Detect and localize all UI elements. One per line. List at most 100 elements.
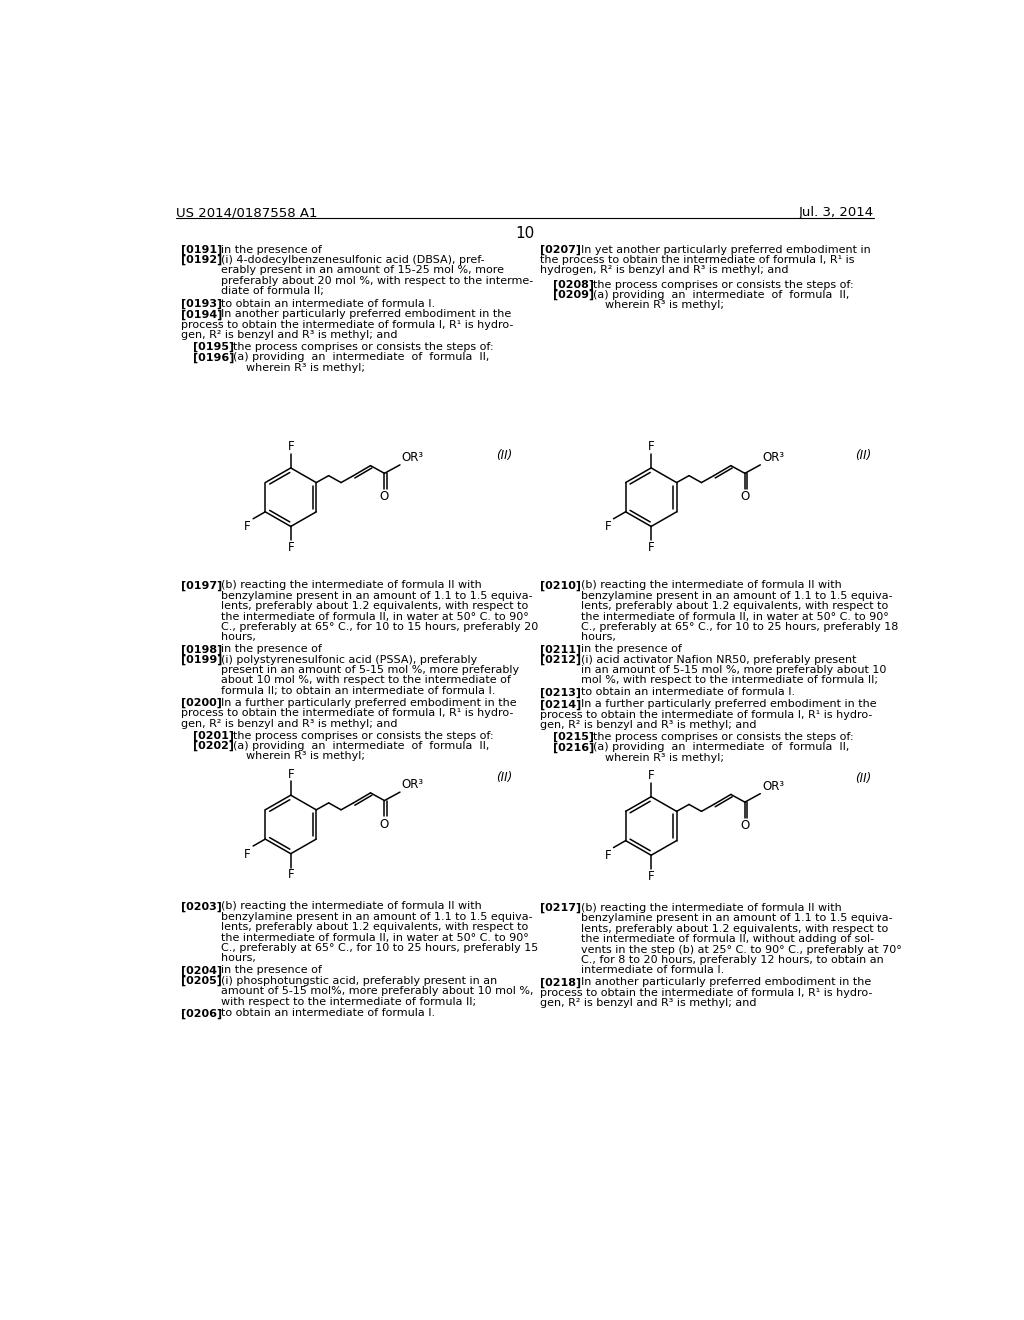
Text: (i) 4-dodecylbenzenesulfonic acid (DBSA), pref-: (i) 4-dodecylbenzenesulfonic acid (DBSA)…	[221, 255, 484, 265]
Text: [0218]: [0218]	[541, 977, 582, 987]
Text: (II): (II)	[855, 772, 871, 785]
Text: (i) polystyrenesulfonic acid (PSSA), preferably: (i) polystyrenesulfonic acid (PSSA), pre…	[221, 655, 477, 665]
Text: (i) phosphotungstic acid, preferably present in an: (i) phosphotungstic acid, preferably pre…	[221, 975, 498, 986]
Text: (b) reacting the intermediate of formula II with: (b) reacting the intermediate of formula…	[221, 902, 481, 911]
Text: [0211]: [0211]	[541, 644, 582, 655]
Text: the intermediate of formula II, in water at 50° C. to 90°: the intermediate of formula II, in water…	[221, 933, 528, 942]
Text: gen, R² is benzyl and R³ is methyl; and: gen, R² is benzyl and R³ is methyl; and	[180, 718, 397, 729]
Text: (i) acid activator Nafion NR50, preferably present: (i) acid activator Nafion NR50, preferab…	[581, 655, 856, 665]
Text: (II): (II)	[855, 449, 871, 462]
Text: vents in the step (b) at 25° C. to 90° C., preferably at 70°: vents in the step (b) at 25° C. to 90° C…	[581, 945, 901, 954]
Text: F: F	[604, 849, 611, 862]
Text: benzylamine present in an amount of 1.1 to 1.5 equiva-: benzylamine present in an amount of 1.1 …	[581, 591, 892, 601]
Text: the process comprises or consists the steps of:: the process comprises or consists the st…	[233, 342, 494, 352]
Text: wherein R³ is methyl;: wherein R³ is methyl;	[246, 751, 365, 762]
Text: benzylamine present in an amount of 1.1 to 1.5 equiva-: benzylamine present in an amount of 1.1 …	[221, 912, 532, 921]
Text: F: F	[244, 520, 251, 533]
Text: [0201]: [0201]	[194, 730, 234, 741]
Text: [0206]: [0206]	[180, 1008, 222, 1019]
Text: in the presence of: in the presence of	[221, 244, 322, 255]
Text: the process comprises or consists the steps of:: the process comprises or consists the st…	[233, 730, 494, 741]
Text: [0195]: [0195]	[194, 342, 234, 352]
Text: OR³: OR³	[762, 451, 784, 465]
Text: the intermediate of formula II, without adding of sol-: the intermediate of formula II, without …	[581, 935, 873, 944]
Text: in the presence of: in the presence of	[221, 644, 322, 655]
Text: [0203]: [0203]	[180, 902, 221, 912]
Text: preferably about 20 mol %, with respect to the interme-: preferably about 20 mol %, with respect …	[221, 276, 534, 286]
Text: F: F	[288, 869, 294, 882]
Text: (a) providing  an  intermediate  of  formula  II,: (a) providing an intermediate of formula…	[593, 742, 849, 752]
Text: F: F	[288, 541, 294, 554]
Text: (a) providing  an  intermediate  of  formula  II,: (a) providing an intermediate of formula…	[233, 352, 489, 363]
Text: [0217]: [0217]	[541, 903, 582, 913]
Text: OR³: OR³	[401, 451, 424, 465]
Text: C., preferably at 65° C., for 10 to 25 hours, preferably 18: C., preferably at 65° C., for 10 to 25 h…	[581, 622, 898, 632]
Text: the intermediate of formula II, in water at 50° C. to 90°: the intermediate of formula II, in water…	[581, 611, 889, 622]
Text: benzylamine present in an amount of 1.1 to 1.5 equiva-: benzylamine present in an amount of 1.1 …	[581, 913, 892, 924]
Text: in the presence of: in the presence of	[581, 644, 682, 655]
Text: In another particularly preferred embodiment in the: In another particularly preferred embodi…	[221, 309, 511, 319]
Text: lents, preferably about 1.2 equivalents, with respect to: lents, preferably about 1.2 equivalents,…	[581, 601, 888, 611]
Text: diate of formula II;: diate of formula II;	[221, 286, 324, 296]
Text: [0197]: [0197]	[180, 581, 222, 590]
Text: the process comprises or consists the steps of:: the process comprises or consists the st…	[593, 733, 854, 742]
Text: F: F	[648, 770, 654, 781]
Text: F: F	[648, 870, 654, 883]
Text: OR³: OR³	[401, 779, 424, 792]
Text: the intermediate of formula II, in water at 50° C. to 90°: the intermediate of formula II, in water…	[221, 611, 528, 622]
Text: (b) reacting the intermediate of formula II with: (b) reacting the intermediate of formula…	[581, 903, 842, 913]
Text: hours,: hours,	[221, 632, 256, 643]
Text: the process to obtain the intermediate of formula I, R¹ is: the process to obtain the intermediate o…	[541, 255, 855, 265]
Text: US 2014/0187558 A1: US 2014/0187558 A1	[176, 206, 317, 219]
Text: F: F	[288, 767, 294, 780]
Text: [0193]: [0193]	[180, 298, 222, 309]
Text: OR³: OR³	[762, 780, 784, 793]
Text: in the presence of: in the presence of	[221, 965, 322, 975]
Text: intermediate of formula I.: intermediate of formula I.	[581, 965, 724, 975]
Text: [0198]: [0198]	[180, 644, 222, 655]
Text: wherein R³ is methyl;: wherein R³ is methyl;	[605, 301, 724, 310]
Text: F: F	[648, 441, 654, 453]
Text: lents, preferably about 1.2 equivalents, with respect to: lents, preferably about 1.2 equivalents,…	[221, 601, 528, 611]
Text: O: O	[740, 490, 750, 503]
Text: Jul. 3, 2014: Jul. 3, 2014	[799, 206, 873, 219]
Text: [0204]: [0204]	[180, 965, 222, 975]
Text: [0209]: [0209]	[553, 290, 594, 301]
Text: lents, preferably about 1.2 equivalents, with respect to: lents, preferably about 1.2 equivalents,…	[221, 923, 528, 932]
Text: [0196]: [0196]	[194, 352, 234, 363]
Text: [0213]: [0213]	[541, 688, 582, 698]
Text: mol %, with respect to the intermediate of formula II;: mol %, with respect to the intermediate …	[581, 676, 878, 685]
Text: [0192]: [0192]	[180, 255, 222, 265]
Text: gen, R² is benzyl and R³ is methyl; and: gen, R² is benzyl and R³ is methyl; and	[180, 330, 397, 341]
Text: F: F	[648, 541, 654, 554]
Text: [0205]: [0205]	[180, 975, 221, 986]
Text: about 10 mol %, with respect to the intermediate of: about 10 mol %, with respect to the inte…	[221, 676, 511, 685]
Text: [0207]: [0207]	[541, 244, 582, 255]
Text: hours,: hours,	[581, 632, 615, 643]
Text: 10: 10	[515, 226, 535, 242]
Text: to obtain an intermediate of formula I.: to obtain an intermediate of formula I.	[221, 1008, 435, 1019]
Text: (b) reacting the intermediate of formula II with: (b) reacting the intermediate of formula…	[221, 581, 481, 590]
Text: C., preferably at 65° C., for 10 to 25 hours, preferably 15: C., preferably at 65° C., for 10 to 25 h…	[221, 942, 539, 953]
Text: F: F	[288, 441, 294, 453]
Text: process to obtain the intermediate of formula I, R¹ is hydro-: process to obtain the intermediate of fo…	[541, 987, 872, 998]
Text: [0191]: [0191]	[180, 244, 222, 255]
Text: (II): (II)	[496, 449, 512, 462]
Text: (II): (II)	[496, 771, 512, 784]
Text: hours,: hours,	[221, 953, 256, 964]
Text: the process comprises or consists the steps of:: the process comprises or consists the st…	[593, 280, 854, 289]
Text: In a further particularly preferred embodiment in the: In a further particularly preferred embo…	[221, 698, 517, 708]
Text: (b) reacting the intermediate of formula II with: (b) reacting the intermediate of formula…	[581, 581, 842, 590]
Text: process to obtain the intermediate of formula I, R¹ is hydro-: process to obtain the intermediate of fo…	[541, 710, 872, 719]
Text: C., preferably at 65° C., for 10 to 15 hours, preferably 20: C., preferably at 65° C., for 10 to 15 h…	[221, 622, 539, 632]
Text: (a) providing  an  intermediate  of  formula  II,: (a) providing an intermediate of formula…	[233, 741, 489, 751]
Text: hydrogen, R² is benzyl and R³ is methyl; and: hydrogen, R² is benzyl and R³ is methyl;…	[541, 265, 788, 276]
Text: [0200]: [0200]	[180, 698, 221, 708]
Text: F: F	[604, 520, 611, 533]
Text: In another particularly preferred embodiment in the: In another particularly preferred embodi…	[581, 977, 870, 987]
Text: O: O	[380, 817, 389, 830]
Text: [0216]: [0216]	[553, 742, 594, 752]
Text: in an amount of 5-15 mol %, more preferably about 10: in an amount of 5-15 mol %, more prefera…	[581, 665, 886, 675]
Text: amount of 5-15 mol%, more preferably about 10 mol %,: amount of 5-15 mol%, more preferably abo…	[221, 986, 534, 997]
Text: to obtain an intermediate of formula I.: to obtain an intermediate of formula I.	[581, 688, 795, 697]
